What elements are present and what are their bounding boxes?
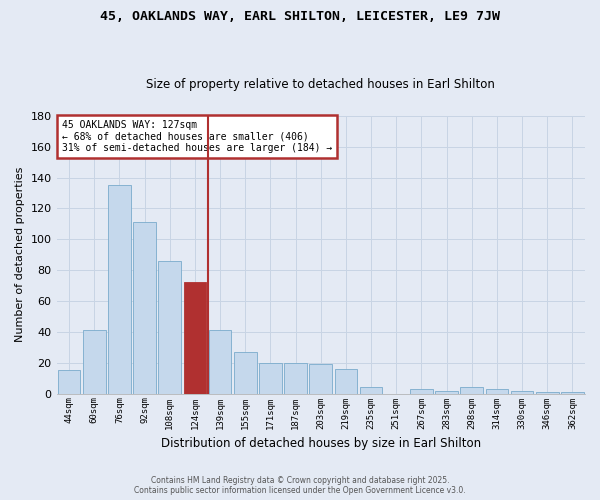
Bar <box>536 392 559 394</box>
Bar <box>83 330 106 394</box>
Text: Contains HM Land Registry data © Crown copyright and database right 2025.
Contai: Contains HM Land Registry data © Crown c… <box>134 476 466 495</box>
Bar <box>360 388 382 394</box>
Bar <box>561 392 584 394</box>
Bar <box>58 370 80 394</box>
Bar <box>133 222 156 394</box>
Text: 45, OAKLANDS WAY, EARL SHILTON, LEICESTER, LE9 7JW: 45, OAKLANDS WAY, EARL SHILTON, LEICESTE… <box>100 10 500 23</box>
Bar <box>310 364 332 394</box>
Bar <box>485 389 508 394</box>
Bar <box>209 330 232 394</box>
Bar <box>108 185 131 394</box>
Bar <box>335 369 357 394</box>
Bar <box>158 261 181 394</box>
Bar <box>259 363 282 394</box>
Bar <box>435 390 458 394</box>
Bar <box>234 352 257 394</box>
Text: 45 OAKLANDS WAY: 127sqm
← 68% of detached houses are smaller (406)
31% of semi-d: 45 OAKLANDS WAY: 127sqm ← 68% of detache… <box>62 120 332 153</box>
Bar <box>410 389 433 394</box>
Bar <box>511 390 533 394</box>
Bar <box>284 363 307 394</box>
X-axis label: Distribution of detached houses by size in Earl Shilton: Distribution of detached houses by size … <box>161 437 481 450</box>
Bar <box>184 282 206 394</box>
Y-axis label: Number of detached properties: Number of detached properties <box>15 167 25 342</box>
Title: Size of property relative to detached houses in Earl Shilton: Size of property relative to detached ho… <box>146 78 495 91</box>
Bar <box>460 388 483 394</box>
